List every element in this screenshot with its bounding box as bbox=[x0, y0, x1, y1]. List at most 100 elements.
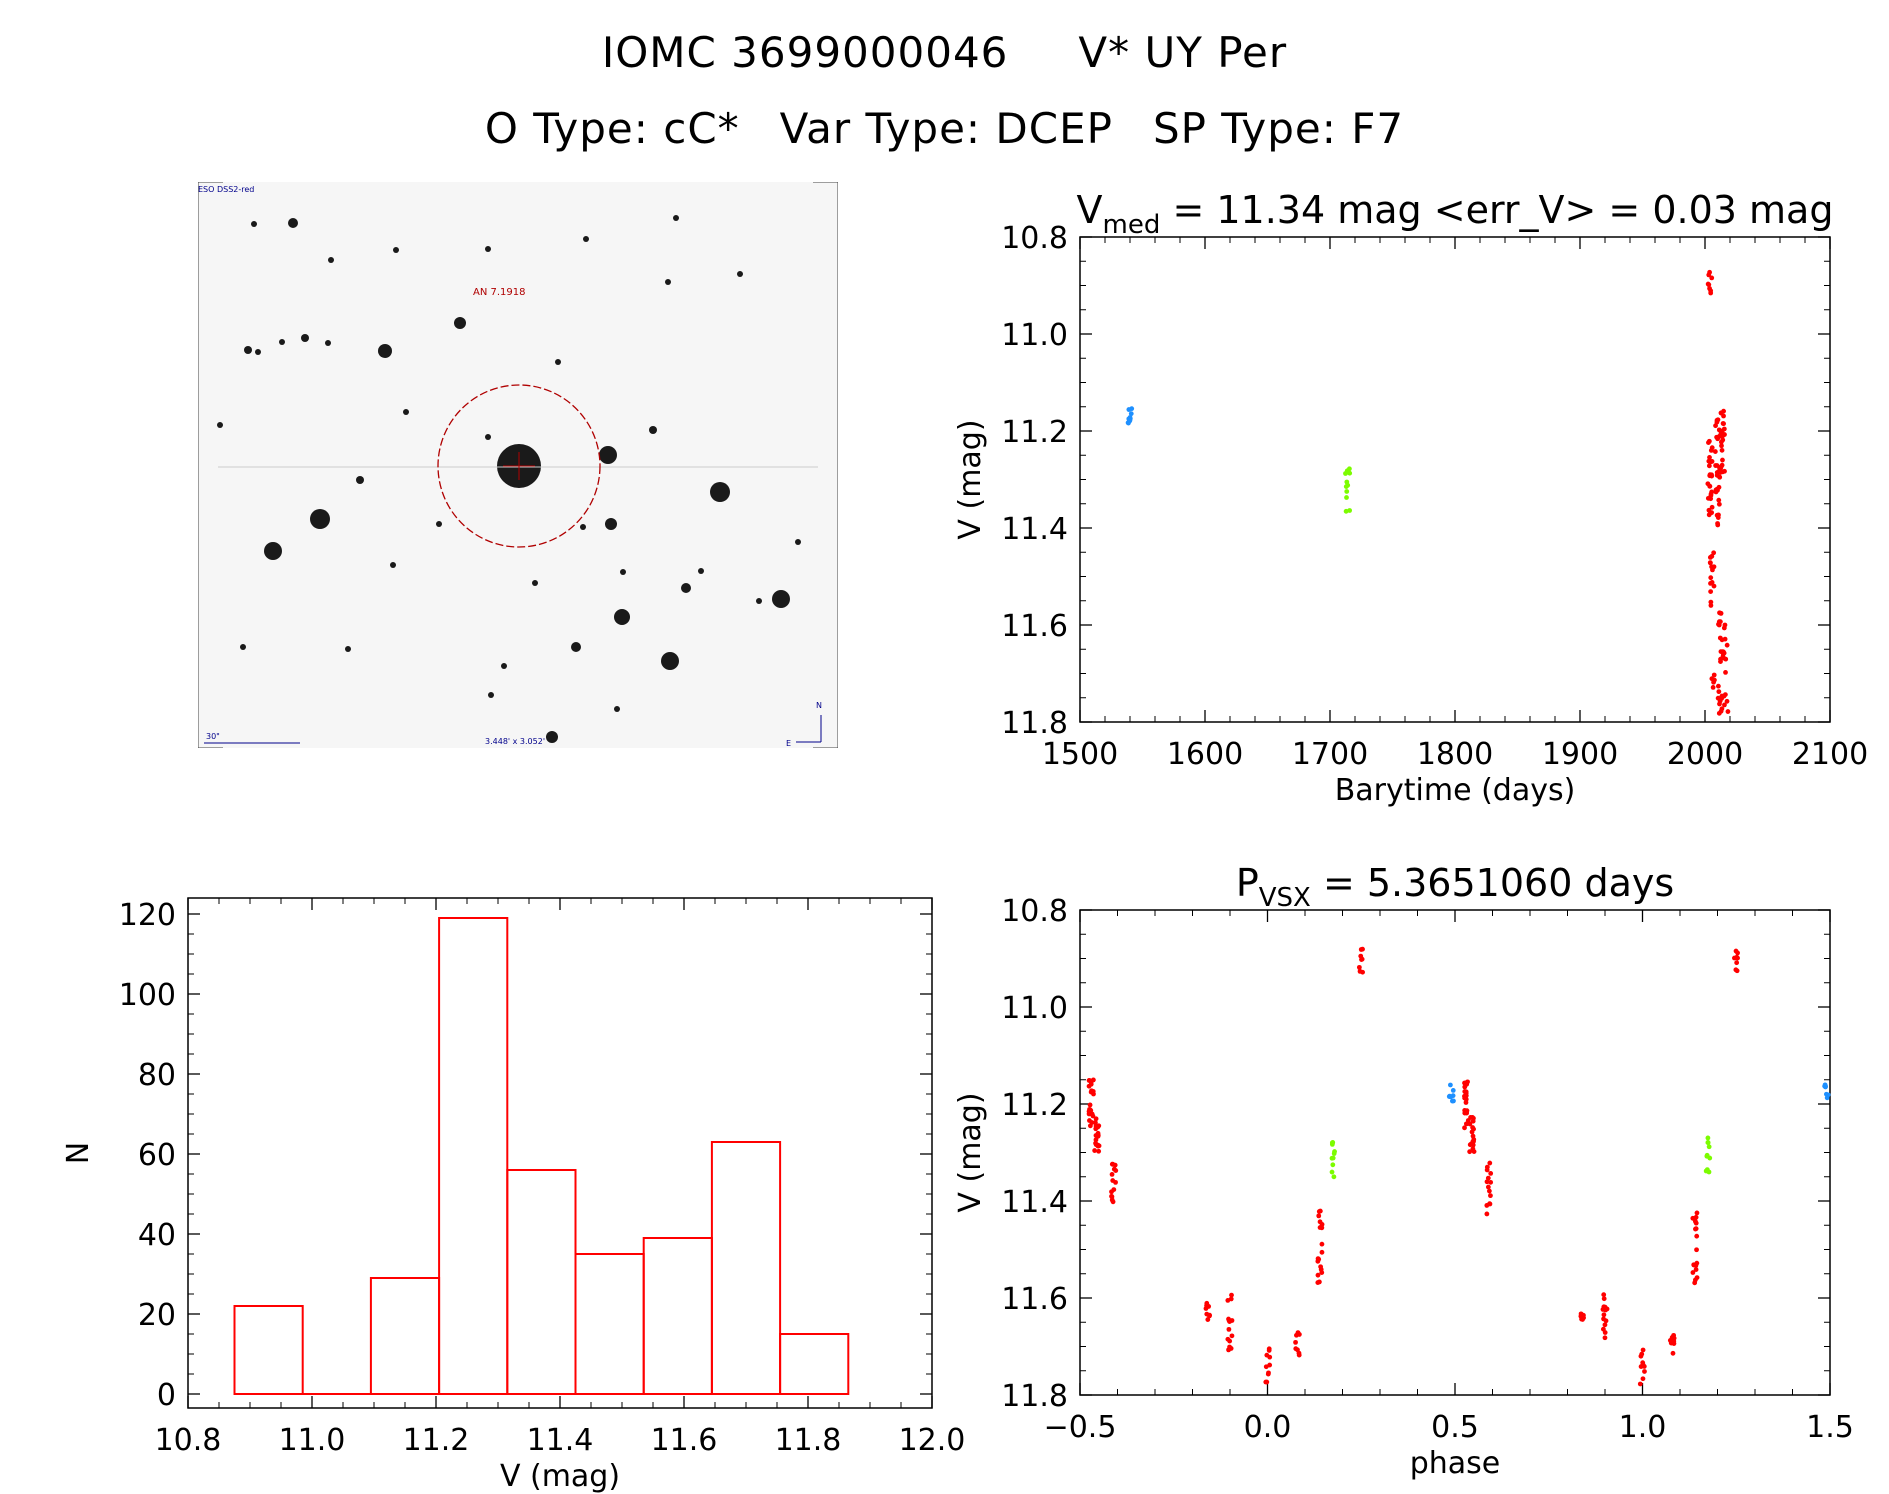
phased-point-red bbox=[1226, 1326, 1232, 1332]
phased-point-red bbox=[1471, 1137, 1477, 1142]
sky-image-panel: ESO DSS2-red AN 7.1918 30" 3.448' x 3.05… bbox=[198, 182, 838, 748]
histogram-bar bbox=[369, 1277, 441, 1395]
phased-point-red bbox=[1228, 1346, 1234, 1351]
phased-y-tick-label: 11.4 bbox=[1001, 1185, 1068, 1220]
lightcurve-point-red bbox=[1721, 693, 1727, 699]
phased-title-sub: VSX bbox=[1259, 883, 1311, 913]
lightcurve-title-rest: = 11.34 mag <err_V> = 0.03 mag bbox=[1160, 188, 1833, 232]
lightcurve-title-sub: med bbox=[1103, 210, 1161, 240]
sky-star bbox=[390, 562, 396, 568]
sky-star bbox=[681, 583, 691, 593]
histogram-bar bbox=[642, 1237, 713, 1395]
phased-point-red bbox=[1691, 1262, 1697, 1268]
lightcurve-point-red bbox=[1709, 564, 1714, 570]
lightcurve-point-red bbox=[1708, 493, 1714, 498]
lightcurve-y-tick-label: 11.4 bbox=[1001, 512, 1068, 547]
histogram-bar bbox=[506, 1169, 577, 1395]
lightcurve-point-green bbox=[1347, 466, 1352, 472]
lightcurve-point-red bbox=[1711, 583, 1717, 589]
histogram-x-axis-label: V (mag) bbox=[500, 1459, 620, 1494]
phased-point-red bbox=[1317, 1219, 1323, 1225]
spectral-type: SP Type: F7 bbox=[1152, 104, 1405, 153]
phased-point-red bbox=[1462, 1125, 1467, 1131]
phased-point-red bbox=[1471, 1149, 1477, 1155]
histogram-y-tick-label: 80 bbox=[138, 1058, 176, 1093]
phased-point-red bbox=[1638, 1364, 1644, 1369]
phased-point-red bbox=[1484, 1164, 1490, 1170]
phased-point-red bbox=[1602, 1335, 1608, 1341]
lightcurve-point-red bbox=[1707, 560, 1713, 566]
phased-point-red bbox=[1733, 967, 1739, 973]
lightcurve-point-red bbox=[1718, 410, 1724, 416]
phased-point-red bbox=[1601, 1296, 1607, 1302]
lightcurve-point-red bbox=[1720, 457, 1725, 463]
phased-point-green bbox=[1329, 1155, 1335, 1161]
lightcurve-point-red bbox=[1714, 470, 1720, 475]
phased-point-green bbox=[1705, 1135, 1711, 1141]
phased-point-green bbox=[1704, 1152, 1710, 1158]
phased-point-red bbox=[1360, 946, 1365, 952]
phased-point-red bbox=[1467, 1121, 1473, 1127]
lightcurve-point-red bbox=[1712, 449, 1718, 454]
phased-point-red bbox=[1693, 1214, 1699, 1220]
lightcurve-x-tick-label: 2100 bbox=[1792, 737, 1868, 772]
phased-point-red bbox=[1357, 968, 1363, 974]
phased-point-red bbox=[1266, 1348, 1272, 1353]
phased-point-red bbox=[1693, 1226, 1699, 1232]
sky-star bbox=[485, 246, 491, 252]
phased-point-red bbox=[1694, 1275, 1700, 1281]
phased-point-red bbox=[1486, 1188, 1492, 1194]
lightcurve-title-main: V bbox=[1077, 188, 1103, 232]
phased-point-red bbox=[1602, 1322, 1608, 1328]
phased-point-red bbox=[1266, 1370, 1271, 1376]
lightcurve-point-red bbox=[1719, 706, 1725, 712]
histogram-frame bbox=[187, 897, 933, 1409]
phased-point-red bbox=[1671, 1335, 1677, 1341]
lightcurve-point-red bbox=[1723, 670, 1728, 675]
phased-point-red bbox=[1487, 1160, 1493, 1166]
phased-point-red bbox=[1296, 1332, 1302, 1337]
phased-point-red bbox=[1600, 1326, 1606, 1332]
sky-star bbox=[555, 359, 561, 365]
histogram-y-axis-label: N bbox=[61, 1142, 96, 1164]
lightcurve-point-red bbox=[1708, 599, 1714, 605]
phased-point-red bbox=[1205, 1317, 1211, 1322]
phased-point-red bbox=[1471, 1115, 1476, 1121]
lightcurve-point-red bbox=[1708, 288, 1714, 294]
sky-star bbox=[620, 569, 626, 575]
phased-point-red bbox=[1089, 1078, 1094, 1084]
phased-point-red bbox=[1315, 1272, 1321, 1278]
phased-point-red bbox=[1467, 1149, 1473, 1155]
lightcurve-point-red bbox=[1722, 702, 1727, 708]
lightcurve-point-red bbox=[1715, 683, 1721, 689]
target-circle bbox=[437, 384, 601, 548]
lightcurve-point-red bbox=[1719, 443, 1724, 449]
phased-point-red bbox=[1734, 960, 1740, 966]
phased-point-green bbox=[1705, 1140, 1711, 1145]
phased-point-red bbox=[1356, 964, 1362, 970]
phased-point-red bbox=[1316, 1213, 1322, 1219]
phased-y-tick-label: 11.6 bbox=[1001, 1282, 1068, 1317]
lightcurve-point-red bbox=[1722, 432, 1727, 437]
lightcurve-point-red bbox=[1708, 448, 1714, 453]
phased-point-blue bbox=[1449, 1098, 1455, 1104]
lightcurve-point-red bbox=[1714, 417, 1720, 423]
histogram-y-tick-label: 0 bbox=[157, 1378, 176, 1413]
phased-point-red bbox=[1095, 1124, 1101, 1130]
phased-point-red bbox=[1463, 1121, 1469, 1127]
phased-point-red bbox=[1225, 1297, 1231, 1303]
lightcurve-point-red bbox=[1716, 497, 1722, 503]
phased-point-red bbox=[1693, 1267, 1699, 1272]
sky-star bbox=[328, 257, 334, 263]
lightcurve-point-red bbox=[1707, 269, 1713, 275]
lightcurve-point-red bbox=[1706, 440, 1711, 445]
lightcurve-point-red bbox=[1708, 575, 1714, 581]
phased-point-red bbox=[1463, 1096, 1469, 1102]
histogram-x-tick-label: 11.6 bbox=[651, 1423, 718, 1458]
lightcurve-point-red bbox=[1709, 579, 1715, 585]
lightcurve-frame bbox=[1079, 236, 1831, 723]
phased-point-red bbox=[1204, 1311, 1210, 1317]
histogram-x-tick-label: 11.4 bbox=[527, 1423, 594, 1458]
lightcurve-point-red bbox=[1720, 649, 1726, 655]
phased-point-red bbox=[1109, 1189, 1114, 1195]
